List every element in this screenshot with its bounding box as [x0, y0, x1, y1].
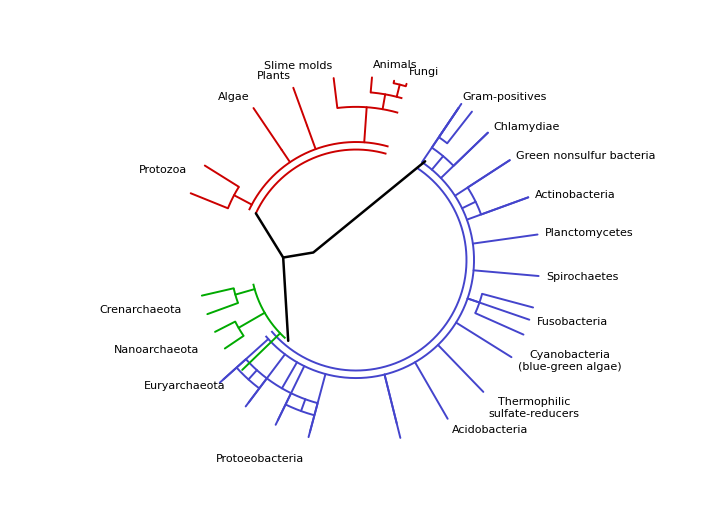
- Text: Acidobacteria: Acidobacteria: [451, 425, 528, 435]
- Text: Chlamydiae: Chlamydiae: [493, 122, 560, 132]
- Text: Crenarchaeota: Crenarchaeota: [100, 305, 182, 315]
- Text: Slime molds: Slime molds: [264, 61, 333, 71]
- Text: Cyanobacteria
(blue-green algae): Cyanobacteria (blue-green algae): [518, 350, 622, 372]
- Text: Planctomycetes: Planctomycetes: [545, 228, 634, 238]
- Text: Gram-positives: Gram-positives: [463, 92, 547, 102]
- Text: Fungi: Fungi: [409, 67, 439, 77]
- Text: Euryarchaeota: Euryarchaeota: [145, 381, 226, 391]
- Text: Animals: Animals: [372, 60, 417, 70]
- Text: Nanoarchaeota: Nanoarchaeota: [114, 345, 199, 356]
- Text: Algae: Algae: [218, 92, 249, 102]
- Text: Actinobacteria: Actinobacteria: [535, 190, 616, 200]
- Text: Plants: Plants: [257, 71, 290, 81]
- Text: Fusobacteria: Fusobacteria: [536, 317, 608, 327]
- Text: Thermophilic
sulfate-reducers: Thermophilic sulfate-reducers: [488, 397, 580, 419]
- Text: Protoeobacteria: Protoeobacteria: [216, 454, 304, 464]
- Text: Spirochaetes: Spirochaetes: [546, 272, 619, 282]
- Text: Green nonsulfur bacteria: Green nonsulfur bacteria: [516, 151, 656, 161]
- Text: Protozoa: Protozoa: [140, 166, 187, 175]
